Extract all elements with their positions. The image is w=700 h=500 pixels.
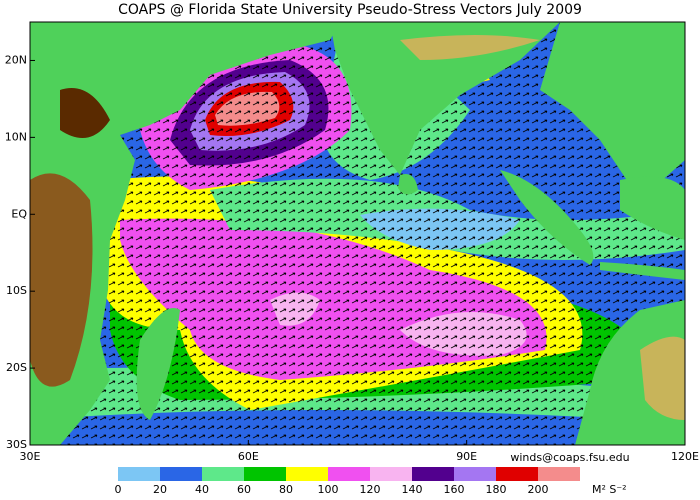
- colorbar-box: [202, 467, 244, 481]
- colorbar-box: [454, 467, 496, 481]
- land: [620, 176, 685, 240]
- land: [398, 174, 418, 195]
- credit: winds@coaps.fsu.edu: [510, 451, 629, 464]
- colorbar-box: [118, 467, 160, 481]
- land: [30, 22, 340, 445]
- colorbar-box: [244, 467, 286, 481]
- map-area: [30, 22, 685, 445]
- y-tick-label: 10N: [5, 130, 27, 143]
- axes: 30E 60E 90E 120E 20N 10N EQ 10S 20S 30S 0 20 40 60 80 1…: [5, 53, 699, 496]
- x-tick-label: 120E: [671, 450, 699, 463]
- map-title: COAPS @ Florida State University Pseudo-…: [118, 2, 582, 18]
- land: [330, 22, 560, 175]
- y-tick-label: EQ: [11, 207, 27, 220]
- y-tick-label: 20N: [5, 53, 27, 66]
- colorbar-box: [370, 467, 412, 481]
- colorbar-units: M² S⁻²: [592, 483, 627, 496]
- land: [640, 336, 685, 420]
- colorbar-label: 20: [153, 483, 167, 496]
- colorbar-box: [538, 467, 580, 481]
- colorbar-label: 200: [528, 483, 549, 496]
- colorbar-box: [412, 467, 454, 481]
- colorbar-label: 120: [360, 483, 381, 496]
- land: [60, 88, 110, 138]
- colorbar-label: 140: [402, 483, 423, 496]
- colorbar-box: [160, 467, 202, 481]
- colorbar-label: 40: [195, 483, 209, 496]
- land: [136, 308, 180, 420]
- colorbar-box: [328, 467, 370, 481]
- x-tick-label: 30E: [20, 450, 41, 463]
- land: [600, 262, 685, 280]
- land: [540, 22, 685, 200]
- colorbar-box: [496, 467, 538, 481]
- x-tick-label: 60E: [238, 450, 259, 463]
- x-tick-label: 90E: [456, 450, 477, 463]
- y-tick-label: 10S: [6, 284, 27, 297]
- land: [400, 35, 540, 60]
- land: [30, 173, 93, 387]
- colorbar-box: [286, 467, 328, 481]
- map-frame: [29, 21, 686, 446]
- colorbar-label: 100: [318, 483, 339, 496]
- y-tick-label: 30S: [6, 438, 27, 451]
- colorbar-label: 60: [237, 483, 251, 496]
- y-tick-label: 20S: [6, 361, 27, 374]
- colorbar-label: 160: [444, 483, 465, 496]
- colorbar-label: 0: [115, 483, 122, 496]
- colorbar-label: 80: [279, 483, 293, 496]
- land: [500, 170, 594, 265]
- colorbar-label: 180: [486, 483, 507, 496]
